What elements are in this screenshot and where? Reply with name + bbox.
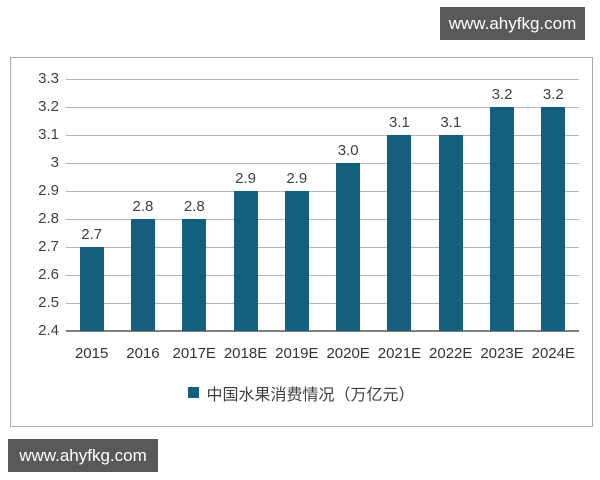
chart-frame: 3.3 3.2 3.1 3 2.9 2.8 2.7 2.6 2.5 2.4 2.7 2.8 2.8 2.… [10,57,593,427]
bar-value-label: 2.9 [235,170,256,187]
y-axis-tick-label: 3.1 [38,126,59,143]
bar-value-label: 2.7 [81,226,103,243]
x-axis-tick-label: 2017E [172,345,216,362]
x-axis-tick-label: 2019E [275,345,319,362]
legend-marker-icon [188,386,200,398]
y-axis-tick-label: 3 [50,154,59,171]
bar-value-label: 3.2 [491,86,513,103]
y-axis-tick-label: 2.5 [38,294,59,311]
x-axis-tick-label: 2021E [377,345,422,362]
bar [438,135,463,331]
gridline [66,135,579,136]
y-axis-tick-label: 2.6 [38,266,59,283]
bar-value-label: 2.8 [132,198,154,215]
gridline [66,107,579,108]
watermark-badge-bottom: www.ahyfkg.com [8,439,158,472]
bar-value-label: 2.8 [183,198,205,215]
bar-value-label: 3.0 [337,142,359,159]
y-axis-tick-label: 3.3 [38,70,59,87]
y-axis-tick-label: 3.2 [38,98,59,115]
x-axis-tick-label: 2024E [531,345,575,362]
x-axis-tick-label: 2022E [429,345,473,362]
bar [233,191,258,331]
x-axis-tick-label: 2016 [126,345,160,362]
bar-value-label: 3.2 [542,86,564,103]
plot-area: 2.7 2.8 2.8 2.9 2.9 3.0 3.1 3.1 3.2 3.2 [66,79,579,332]
x-axis: 2015 2016 2017E 2018E 2019E 2020E 2021E 2022E 20… [66,345,579,362]
legend-label: 中国水果消费情况（万亿元） [206,387,415,404]
x-axis-line [66,330,579,332]
bar [130,219,155,331]
gridline [66,247,579,248]
bar [541,107,566,331]
gridline [66,191,579,192]
watermark-badge-top: www.ahyfkg.com [440,7,585,40]
bar [79,247,104,331]
gridline [66,303,579,304]
x-axis-tick-label: 2020E [326,345,370,362]
bar [387,135,412,331]
bar-value-label: 3.1 [440,114,462,131]
bar-value-label: 2.9 [286,170,308,187]
y-axis-tick-label: 2.4 [38,322,59,339]
x-axis-tick-label: 2023E [480,345,524,362]
gridline [66,163,579,164]
bar [490,107,515,331]
bar-value-label: 3.1 [389,114,410,131]
y-axis-tick-label: 2.9 [38,182,59,199]
legend: 中国水果消费情况（万亿元） [11,381,592,405]
y-axis-tick-label: 2.8 [38,210,59,227]
y-axis: 3.3 3.2 3.1 3 2.9 2.8 2.7 2.6 2.5 2.4 [11,70,59,339]
y-axis-tick-label: 2.7 [38,238,59,255]
gridline [66,79,579,80]
bar [336,163,361,331]
bar [182,219,207,331]
gridline [66,275,579,276]
x-axis-tick-label: 2018E [223,345,268,362]
gridline [66,219,579,220]
bar [284,191,309,331]
x-axis-tick-label: 2015 [74,345,109,362]
